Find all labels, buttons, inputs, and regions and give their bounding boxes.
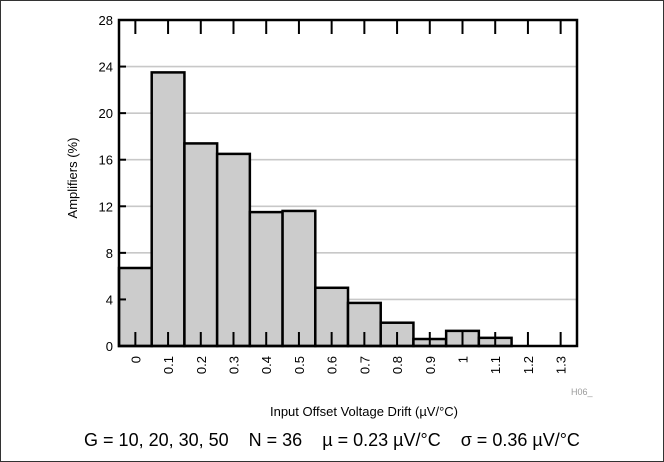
x-tick-label-1: 0.1 — [161, 356, 176, 374]
test-conditions-footnote: G = 10, 20, 30, 50 N = 36 µ = 0.23 µV/°C… — [84, 430, 580, 450]
x-tick-label-4: 0.4 — [259, 356, 274, 374]
y-axis-label: Amplifiers (%) — [65, 138, 80, 219]
axes — [117, 18, 579, 348]
x-tick-label-6: 0.6 — [325, 356, 340, 374]
x-tick-labels: 0 0.1 0.2 0.3 0.4 0.5 0.6 0.7 0.8 0.9 1 1.1 1.2 1.3 — [128, 356, 568, 374]
y-tick-label-2: 8 — [106, 246, 113, 261]
x-tick-label-11: 1.1 — [488, 356, 503, 374]
x-tick-label-12: 1.2 — [521, 356, 536, 374]
bar-0.4 — [248, 210, 284, 348]
x-tick-label-10: 1 — [456, 356, 471, 363]
x-tick-label-0: 0 — [128, 356, 143, 363]
x-tick-label-8: 0.8 — [390, 356, 405, 374]
bars — [117, 71, 513, 348]
figure-code: H06_ — [571, 387, 594, 397]
y-tick-label-4: 16 — [99, 153, 113, 168]
y-tick-label-1: 4 — [106, 292, 113, 307]
bar-0.1 — [150, 71, 186, 348]
plot-border — [117, 18, 579, 348]
y-tick-label-6: 24 — [99, 60, 113, 75]
y-tick-label-0: 0 — [106, 339, 113, 354]
x-tick-label-3: 0.3 — [227, 356, 242, 374]
x-tick-label-2: 0.2 — [194, 356, 209, 374]
x-tick-label-13: 1.3 — [554, 356, 569, 374]
bar-0.5 — [281, 209, 317, 348]
y-tick-label-5: 20 — [99, 106, 113, 121]
x-axis-label: Input Offset Voltage Drift (µV/°C) — [270, 404, 458, 419]
bar-0.3 — [215, 152, 252, 348]
x-tick-label-5: 0.5 — [292, 356, 307, 374]
y-tick-label-7: 28 — [99, 13, 113, 28]
x-tick-label-7: 0.7 — [357, 356, 372, 374]
y-tick-labels: 0 4 8 12 16 20 24 28 — [99, 13, 113, 354]
x-tick-label-9: 0.9 — [423, 356, 438, 374]
y-tick-label-3: 12 — [99, 199, 113, 214]
bar-0.2 — [183, 142, 219, 348]
